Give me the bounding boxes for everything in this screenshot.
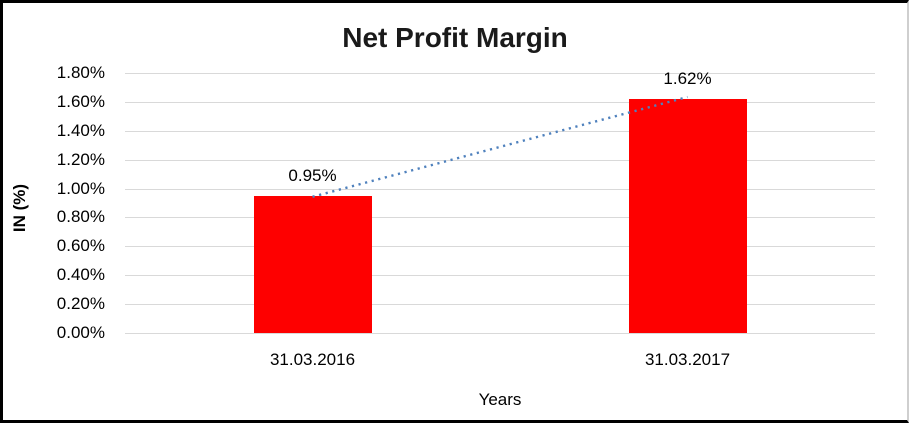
gridline [125, 333, 875, 334]
gridline [125, 246, 875, 248]
y-tick-label: 0.20% [56, 294, 105, 314]
y-tick-label: 0.00% [56, 323, 105, 342]
y-tick-label: 1.20% [56, 149, 105, 169]
y-tick-label: 1.40% [56, 120, 105, 140]
y-tick-label: 0.80% [56, 207, 105, 227]
gridline [125, 304, 875, 306]
y-axis-title: IN (%) [10, 183, 29, 233]
y-tick-label: 0.60% [56, 236, 105, 256]
chart-title: Net Profit Margin [342, 22, 568, 53]
gridline [125, 275, 875, 277]
data-label: 0.95% [288, 165, 337, 185]
x-tick-label: 31.03.2016 [269, 350, 356, 369]
x-tick-label: 31.03.2017 [644, 350, 731, 369]
y-tick-label: 1.80% [56, 63, 105, 82]
gridline [125, 101, 875, 103]
x-axis-title: Years [478, 390, 522, 409]
gridline [125, 217, 875, 219]
bar [628, 99, 747, 333]
gridline [125, 188, 875, 190]
trendline [312, 95, 688, 198]
bar [253, 195, 372, 333]
y-tick-label: 0.40% [56, 265, 105, 285]
y-tick-label: 1.60% [56, 91, 105, 111]
y-tick-label: 1.00% [56, 178, 105, 198]
data-label: 1.62% [663, 69, 712, 88]
gridline [125, 73, 875, 74]
gridline [125, 130, 875, 132]
gridline [125, 159, 875, 161]
